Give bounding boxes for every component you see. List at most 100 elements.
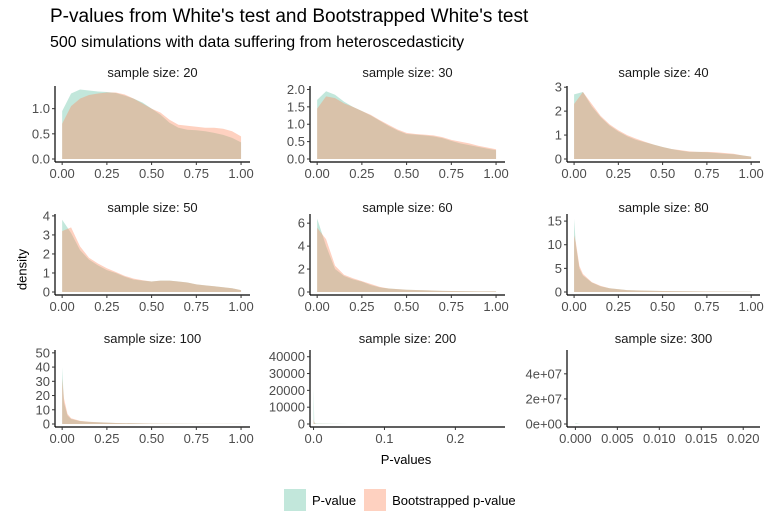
x-tick-label: 0.005	[601, 431, 634, 446]
y-tick-label: 1.5	[287, 99, 305, 114]
y-tick-label: 0	[43, 417, 50, 432]
density-area-bootstrapped	[317, 227, 497, 292]
legend: P-value Bootstrapped p-value	[284, 489, 524, 511]
panel-title: sample size: 20	[107, 65, 197, 80]
y-tick-label: 3	[555, 80, 562, 95]
x-tick-label: 0.010	[643, 431, 676, 446]
panel-title: sample size: 60	[362, 200, 452, 215]
x-tick-label: 1.00	[228, 166, 253, 181]
x-tick-label: 1.00	[738, 166, 763, 181]
x-tick-label: 0.00	[49, 431, 74, 446]
x-tick-label: 0.75	[184, 299, 209, 314]
y-tick-label: 6	[298, 216, 305, 231]
x-tick-label: 0.50	[139, 431, 164, 446]
x-tick-label: 0.50	[394, 299, 419, 314]
x-tick-label: 0.0	[305, 431, 323, 446]
density-area-bootstrapped	[62, 92, 242, 159]
y-tick-label: 0	[555, 285, 562, 300]
x-tick-label: 0.00	[49, 299, 74, 314]
y-tick-label: 0.5	[32, 126, 50, 141]
density-area-pvalue	[317, 91, 497, 159]
y-tick-label: 0.0	[32, 152, 50, 167]
y-tick-label: 1	[555, 128, 562, 143]
density-area-pvalue	[62, 367, 242, 424]
x-tick-label: 0.000	[559, 431, 592, 446]
density-area-bootstrapped	[62, 227, 242, 292]
y-tick-label: 1	[43, 265, 50, 280]
x-tick-label: 0.50	[650, 299, 675, 314]
density-area-pvalue	[62, 219, 242, 292]
x-tick-label: 0.75	[694, 166, 719, 181]
y-tick-label: 30	[36, 374, 50, 389]
x-tick-label: 0.50	[139, 166, 164, 181]
x-tick-label: 0.50	[139, 299, 164, 314]
x-tick-label: 0.015	[685, 431, 718, 446]
x-tick-label: 1.00	[483, 299, 508, 314]
density-area-pvalue	[317, 218, 497, 292]
legend-key-bootstrapped	[364, 489, 387, 511]
density-area-bootstrapped	[574, 91, 752, 159]
y-tick-label: 20	[36, 388, 50, 403]
x-tick-label: 1.00	[738, 299, 763, 314]
density-area-bootstrapped	[313, 418, 505, 424]
chart-subtitle: 500 simulations with data suffering from…	[50, 34, 465, 51]
legend-item-pvalue: P-value	[284, 489, 356, 511]
x-axis-label: P-values	[380, 452, 432, 467]
y-tick-label: 3	[43, 227, 50, 242]
x-tick-label: 0.25	[94, 166, 119, 181]
density-area-pvalue	[313, 387, 505, 424]
x-tick-label: 0.25	[349, 299, 374, 314]
density-area-bootstrapped	[62, 378, 242, 424]
y-tick-label: 2e+07	[525, 391, 562, 406]
x-tick-label: 0.75	[439, 166, 464, 181]
panel-title: sample size: 50	[107, 200, 197, 215]
panel-title: sample size: 80	[618, 200, 708, 215]
x-tick-label: 0.50	[394, 166, 419, 181]
x-tick-label: 0.00	[49, 166, 74, 181]
density-area-pvalue	[575, 423, 760, 424]
y-tick-label: 40	[36, 360, 50, 375]
density-area-bootstrapped	[574, 235, 752, 292]
x-tick-label: 0.25	[94, 431, 119, 446]
y-tick-label: 0.5	[287, 134, 305, 149]
x-tick-label: 0.50	[650, 166, 675, 181]
x-tick-label: 0.00	[561, 299, 586, 314]
x-tick-label: 0.1	[375, 431, 393, 446]
x-tick-label: 0.25	[349, 166, 374, 181]
x-tick-label: 0.75	[694, 299, 719, 314]
y-tick-label: 10	[548, 237, 562, 252]
y-tick-label: 2	[43, 246, 50, 261]
legend-key-pvalue	[284, 489, 306, 511]
x-tick-label: 0.020	[727, 431, 760, 446]
legend-label-bootstrapped: Bootstrapped p-value	[392, 492, 516, 508]
y-tick-label: 0.0	[287, 152, 305, 167]
y-tick-label: 10000	[269, 400, 305, 415]
density-area-bootstrapped	[317, 96, 497, 159]
y-tick-label: 0	[298, 285, 305, 300]
x-tick-label: 1.00	[228, 431, 253, 446]
y-tick-label: 0	[43, 285, 50, 300]
y-axis-label: density	[14, 248, 30, 291]
y-tick-label: 1.0	[32, 101, 50, 116]
y-tick-label: 10	[36, 402, 50, 417]
y-tick-label: 1.0	[287, 117, 305, 132]
x-tick-label: 0.2	[446, 431, 464, 446]
panel-title: sample size: 300	[615, 331, 713, 346]
panel-title: sample size: 30	[362, 65, 452, 80]
x-tick-label: 1.00	[228, 299, 253, 314]
y-tick-label: 40000	[269, 349, 305, 364]
y-tick-label: 30000	[269, 366, 305, 381]
panel-title: sample size: 40	[618, 65, 708, 80]
y-tick-label: 0	[555, 152, 562, 167]
y-tick-label: 4e+07	[525, 366, 562, 381]
density-area-pvalue	[574, 91, 752, 159]
y-tick-label: 50	[36, 345, 50, 360]
y-tick-label: 4	[298, 239, 305, 254]
chart-title: P-values from White's test and Bootstrap…	[50, 6, 529, 27]
x-tick-label: 0.25	[606, 166, 631, 181]
legend-label-pvalue: P-value	[312, 492, 357, 508]
y-tick-label: 15	[548, 214, 562, 229]
y-tick-label: 2	[555, 104, 562, 119]
